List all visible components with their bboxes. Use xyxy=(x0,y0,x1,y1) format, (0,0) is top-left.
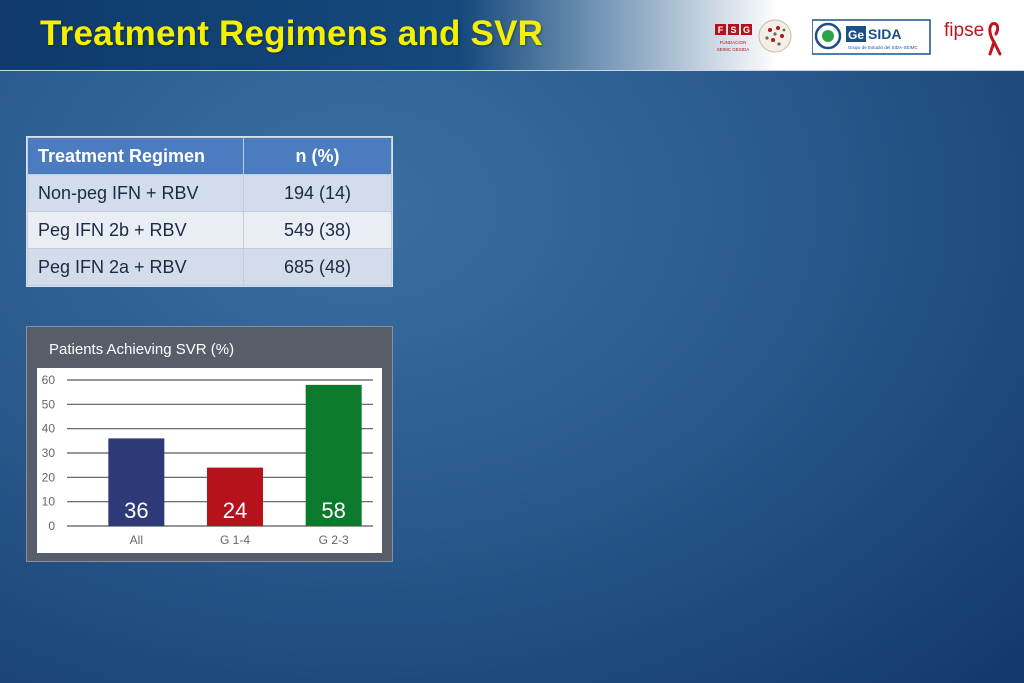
svr-bar-chart: 0 10 20 30 40 50 60 36 All 24 G 1-4 58 G 2-3 xyxy=(37,368,382,553)
bar xyxy=(305,384,362,526)
fsg-logo: F S G FUNDACION SEIMC GESIDA xyxy=(715,19,792,53)
table-row: Peg IFN 2a + RBV 685 (48) xyxy=(27,248,392,286)
bar xyxy=(108,438,165,526)
n-cell: 194 (14) xyxy=(243,174,392,212)
column-header-regimen: Treatment Regimen xyxy=(27,137,244,175)
y-tick-label: 30 xyxy=(42,446,56,460)
svr-chart-panel: Patients Achieving SVR (%) 0 10 20 30 40 50 60… xyxy=(26,326,393,562)
svg-text:F: F xyxy=(718,25,724,35)
fipse-logo: fipse xyxy=(944,20,1002,56)
regimen-cell: Peg IFN 2b + RBV xyxy=(27,211,244,249)
regimen-table: Treatment Regimen n (%) Non-peg IFN + RB… xyxy=(26,136,393,287)
x-category-label: All xyxy=(130,533,143,547)
slide-title: Treatment Regimens and SVR xyxy=(40,14,544,53)
svg-text:G: G xyxy=(743,25,750,35)
svg-text:SEIMC GESIDA: SEIMC GESIDA xyxy=(717,47,750,52)
y-tick-label: 50 xyxy=(42,397,56,411)
y-tick-label: 20 xyxy=(42,470,56,484)
bar-data-label: 36 xyxy=(124,498,148,523)
n-cell: 549 (38) xyxy=(243,211,392,249)
bar xyxy=(207,467,263,526)
x-category-label: G 1-4 xyxy=(220,533,250,547)
table-row: Non-peg IFN + RBV 194 (14) xyxy=(27,174,392,212)
svg-text:SIDA: SIDA xyxy=(868,26,901,42)
table-header-row: Treatment Regimen n (%) xyxy=(27,137,392,175)
regimen-cell: Peg IFN 2a + RBV xyxy=(27,248,244,286)
bar-data-label: 24 xyxy=(223,498,247,523)
x-category-label: G 2-3 xyxy=(319,533,349,547)
bar-data-label: 58 xyxy=(321,498,345,523)
table-row: Peg IFN 2b + RBV 549 (38) xyxy=(27,211,392,249)
y-tick-label: 60 xyxy=(42,373,56,387)
y-tick-label: 40 xyxy=(42,422,56,436)
y-tick-label: 10 xyxy=(42,495,56,509)
y-tick-label: 0 xyxy=(48,519,55,533)
svg-text:Grupo de Estudio del SIDA-SEIM: Grupo de Estudio del SIDA-SEIMC xyxy=(848,45,919,50)
svg-text:FUNDACION: FUNDACION xyxy=(720,40,747,45)
column-header-n: n (%) xyxy=(243,137,392,175)
regimen-cell: Non-peg IFN + RBV xyxy=(27,174,244,212)
chart-title: Patients Achieving SVR (%) xyxy=(49,341,235,358)
svg-text:fipse: fipse xyxy=(944,20,984,41)
svg-text:Ge: Ge xyxy=(848,28,864,42)
n-cell: 685 (48) xyxy=(243,248,392,286)
svg-text:S: S xyxy=(730,25,736,35)
gesida-logo: Ge SIDA Grupo de Estudio del SIDA-SEIMC xyxy=(812,19,931,55)
